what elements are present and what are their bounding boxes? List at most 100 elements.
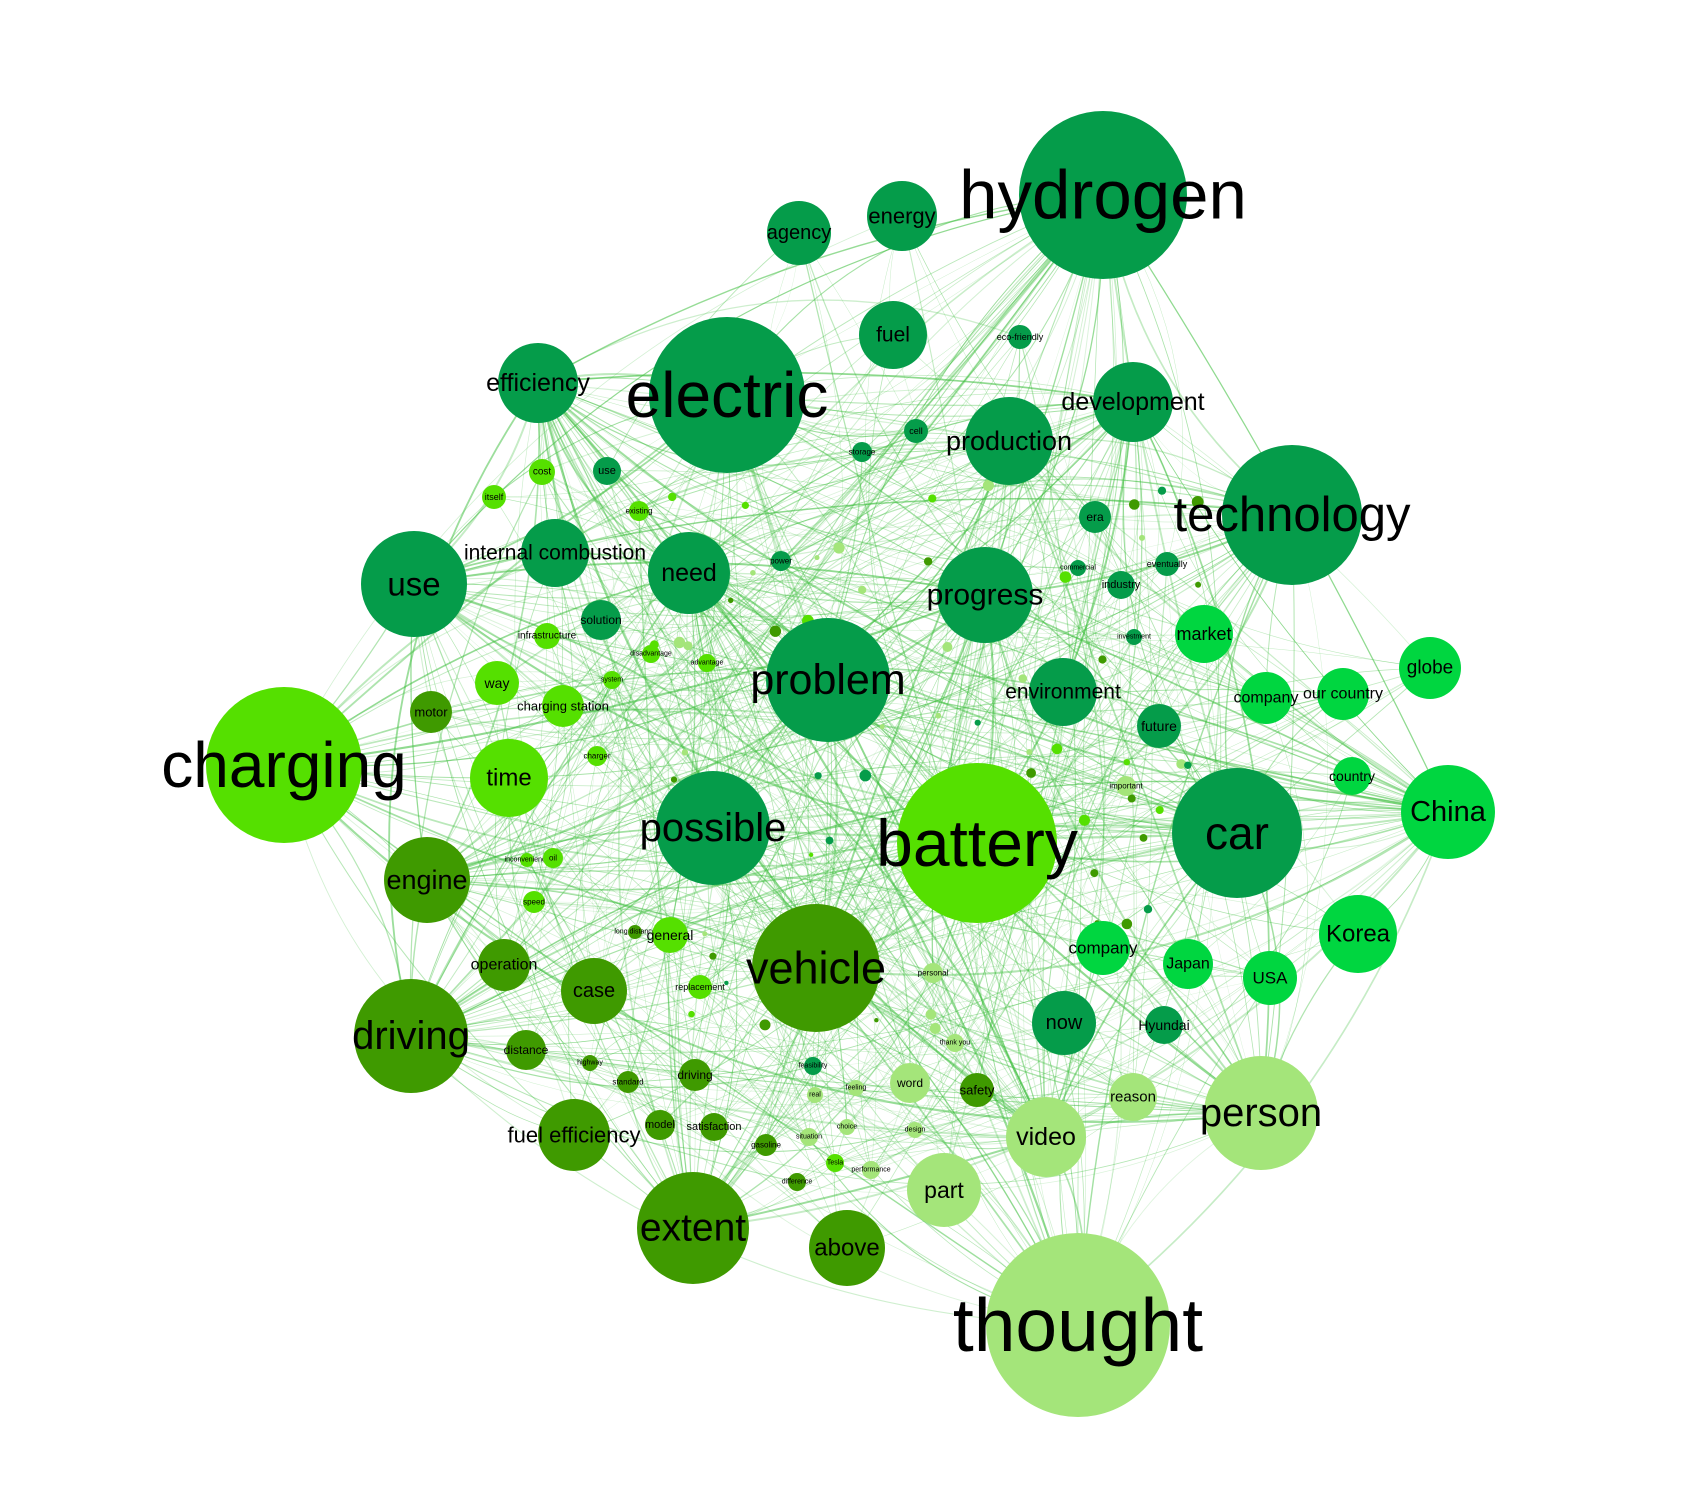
minor-node-dot [814,555,820,561]
edge-line [901,215,1047,1138]
edge-line [780,478,1293,562]
edge-line [1132,401,1270,1114]
edge-line [562,194,1104,707]
node-circle [582,1055,598,1071]
node-label: word [896,1076,923,1090]
minor-node-dot [859,769,872,782]
edge-line [699,594,986,988]
node-label: eco-friendly [997,332,1044,342]
node-above: above [809,1210,885,1286]
node-circle [907,1153,981,1227]
node-tesla: Tesla [826,1154,844,1172]
node-circle [637,1172,749,1284]
edge-line [1008,440,1262,1114]
node-circle [946,1034,964,1052]
node-label: above [814,1235,879,1262]
node-investment: investment [1117,629,1151,645]
node-design: design [905,1122,925,1138]
node-label: safety [960,1083,995,1098]
minor-node-dot [1026,768,1036,778]
edge-line [1029,194,1104,1138]
edge-line [765,1088,978,1146]
node-industry: industry [1102,571,1141,599]
edge-line [713,594,986,1128]
node-safety: safety [960,1073,995,1107]
edge-line [678,334,894,1229]
node-circle [1076,921,1130,975]
node-circle [410,691,452,733]
edge-line [692,194,1104,1229]
edge-line [1045,563,1168,1138]
node-eco-friendly: eco-friendly [997,325,1044,349]
node-label: agency [767,222,832,244]
node-label: battery [876,806,1078,880]
minor-node-dot [814,772,822,780]
minor-node-dot [1139,534,1145,541]
node-hyundai: Hyundai [1138,1006,1190,1044]
edge-line [688,572,1238,834]
edge-line [426,879,661,1126]
node-label: feasibility [799,1063,828,1070]
minor-node-dot [1090,869,1099,878]
edge-line [901,215,1449,813]
node-future: future [1137,704,1181,748]
edge-line [283,764,1134,1098]
edge-line [688,572,877,1171]
node-label: replacement [675,982,725,992]
edge-line [706,430,917,664]
node-label: reason [1110,1089,1156,1106]
node-circle [478,939,530,991]
edge-line [536,381,1450,814]
node-agency: agency [767,201,832,265]
edge-line [846,514,1293,1128]
minor-node-dot [741,501,750,509]
edge-line [503,194,1104,966]
node-era: era [1079,501,1111,533]
node-infrastructure: infrastructure [518,623,577,649]
edge-line [815,808,1449,969]
edge-line [537,382,696,1076]
minor-node-dot [925,1009,937,1020]
node-label: country [1329,768,1375,784]
node-label: important [1109,782,1143,791]
edge-line [541,471,1262,1114]
edge-line [410,1016,857,1089]
node-oil: oil [543,848,563,868]
edge-line [426,382,541,881]
edge-line [581,572,690,992]
node-layer: inconvenience long distance commercial inve… [161,111,1495,1417]
node-electric: electric [626,317,828,473]
node-company-r: company [1234,672,1298,724]
edge-line [541,471,1047,1138]
edge-line [706,662,1262,1114]
node-inconvenience: inconvenience [505,853,549,867]
edge-line [706,194,1104,664]
node-circle [907,1122,923,1138]
node-label: vehicle [746,943,886,994]
node-label: way [484,675,510,691]
edge-line [815,440,1010,969]
edge-line [552,766,1238,859]
node-charging-station: charging station [517,685,609,727]
minor-node-dot [1195,581,1202,588]
edge-line [552,857,701,988]
edge-line [426,879,694,1229]
edge-line [765,977,1271,1146]
node-case: case [561,958,627,1024]
edge-line [537,382,986,596]
node-motor: motor [410,691,452,733]
node-problem: problem [750,618,906,742]
node-circle [645,1110,675,1140]
edge-line [846,194,1115,1249]
node-label: Tesla [827,1160,843,1167]
node-label: future [1141,718,1177,734]
node-hydrogen: hydrogen [959,111,1247,279]
node-way: way [475,661,519,705]
node-label: USA [1253,969,1289,988]
edge-line [508,777,836,1164]
node-label: energy [868,204,935,229]
node-speed: speed [523,891,545,913]
edge-line [954,811,1449,1044]
node-circle [1126,629,1142,645]
node-circle [788,1173,806,1191]
